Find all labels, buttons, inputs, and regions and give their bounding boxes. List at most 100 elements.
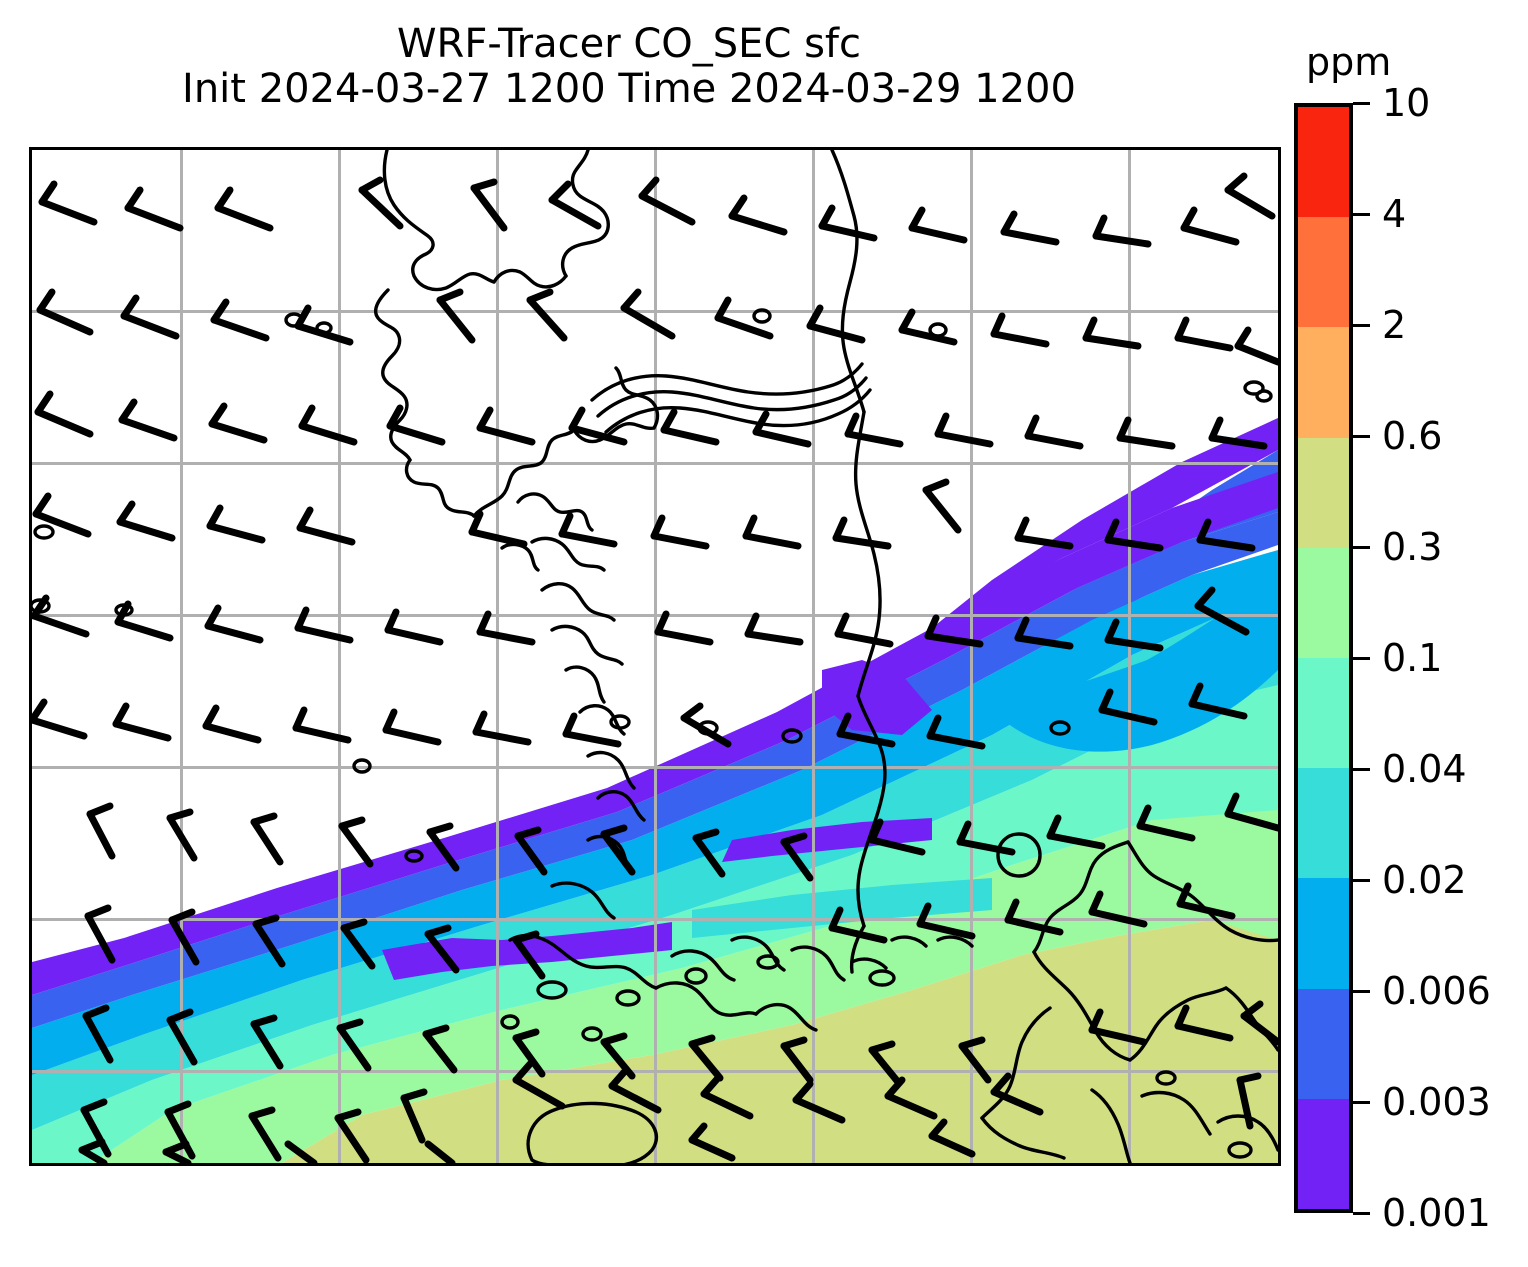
wind-barb [1228, 176, 1272, 216]
wind-barb [530, 292, 564, 338]
wind-barb [1140, 808, 1192, 838]
wind-barb [124, 298, 176, 336]
wind-barb [552, 184, 598, 226]
wind-barb [1178, 320, 1230, 348]
wind-barb [932, 1122, 972, 1154]
wind-barb [692, 1038, 720, 1078]
wind-barb [208, 608, 260, 640]
wind-barb [1050, 818, 1102, 846]
wind-barb [1180, 886, 1232, 916]
wind-barb [128, 190, 180, 228]
wind-barb [822, 208, 874, 238]
colorbar-tick-mark [1353, 213, 1370, 216]
colorbar-tick-label: 4 [1382, 192, 1406, 236]
wind-barb [82, 1142, 104, 1163]
colorbar-tick-mark [1353, 657, 1370, 660]
wind-barb [32, 702, 84, 736]
colorbar-tick-mark [1353, 546, 1370, 549]
wind-barb [1008, 902, 1060, 932]
wind-barb [684, 706, 728, 744]
colorbar [1294, 103, 1353, 1213]
wind-barb [256, 918, 282, 964]
colorbar-tick-mark [1353, 768, 1370, 771]
wind-barb [1108, 622, 1160, 648]
wind-barb [1238, 330, 1278, 362]
wind-barb [254, 816, 280, 862]
wind-barb [474, 182, 504, 228]
wind-barb [872, 1044, 898, 1082]
colorbar-tick-mark [1353, 1101, 1370, 1104]
wind-barb [300, 510, 352, 542]
wind-barb [696, 832, 722, 874]
wind-barb [938, 416, 990, 444]
wind-barb [166, 1144, 188, 1163]
wind-barb [848, 416, 900, 444]
wind-barb [832, 910, 884, 940]
wind-barb [388, 612, 440, 642]
wind-barb [428, 928, 456, 970]
wind-barb [218, 190, 270, 228]
wind-barb [994, 1076, 1040, 1112]
wind-barb [1108, 522, 1160, 548]
wind-barb [40, 292, 90, 332]
wind-barb [288, 1144, 314, 1163]
colorbar-band [1298, 658, 1349, 768]
colorbar-band [1298, 327, 1349, 437]
wind-barb [36, 496, 88, 534]
wind-barb [1178, 1008, 1230, 1038]
wind-barb-overlay [32, 150, 1278, 1163]
wind-barb [342, 820, 370, 864]
colorbar-band [1298, 878, 1349, 988]
wind-barb [838, 616, 890, 644]
colorbar-tick-mark [1353, 879, 1370, 882]
colorbar-tick-label: 0.6 [1382, 414, 1442, 458]
wind-barb [654, 518, 706, 546]
wind-barb [840, 716, 892, 744]
wind-barb [604, 828, 632, 872]
colorbar-tick-label: 10 [1382, 81, 1430, 125]
wind-barb [428, 1144, 452, 1163]
wind-barb [566, 716, 618, 744]
colorbar-tick-label: 0.02 [1382, 858, 1467, 902]
wind-barb [872, 822, 922, 852]
wind-barb [118, 604, 170, 638]
wind-barb [480, 614, 532, 642]
wind-barb [404, 1092, 424, 1140]
colorbar-tick-label: 0.04 [1382, 747, 1467, 791]
wind-barb [90, 806, 112, 856]
wind-barb [88, 908, 112, 960]
wind-barb [430, 826, 456, 868]
wind-barb [718, 300, 770, 336]
wind-barb [170, 812, 194, 858]
colorbar-band [1298, 1099, 1349, 1209]
wind-barb [810, 308, 862, 340]
colorbar-tick-label: 0.1 [1382, 636, 1442, 680]
wind-barb [302, 408, 354, 442]
wind-barb [928, 618, 980, 644]
wind-barb [1018, 520, 1070, 546]
wind-barb [1212, 420, 1264, 446]
wind-barb [1092, 1012, 1144, 1042]
wind-barb [472, 514, 524, 544]
wind-barb [930, 718, 982, 746]
wind-barb [344, 922, 372, 966]
colorbar-tick-mark [1353, 324, 1370, 327]
wind-barb [516, 934, 542, 976]
title-line-1: WRF-Tracer CO_SEC sfc [0, 22, 1258, 67]
wind-barb [210, 508, 262, 540]
wind-barb [994, 316, 1046, 344]
wind-barb [920, 906, 972, 936]
wind-barb [298, 610, 350, 640]
wind-barb [796, 1084, 842, 1120]
wind-barb [362, 180, 400, 226]
colorbar-band [1298, 438, 1349, 548]
wind-barb [1018, 620, 1070, 646]
colorbar-tick-label: 0.006 [1382, 969, 1491, 1013]
title-line-2: Init 2024-03-27 1200 Time 2024-03-29 120… [0, 67, 1258, 112]
wind-barb [1028, 418, 1080, 446]
wind-barb [902, 312, 954, 342]
wind-barb [704, 1078, 750, 1116]
wind-barb [390, 408, 442, 442]
wind-barb [480, 410, 532, 442]
wind-barb [38, 394, 90, 434]
